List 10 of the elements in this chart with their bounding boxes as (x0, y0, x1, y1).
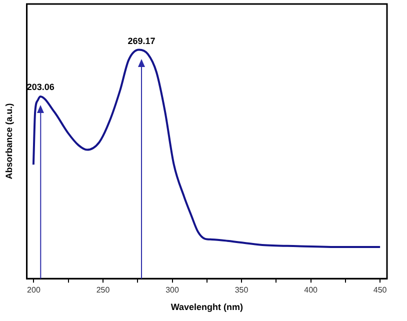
x-axis-title: Wavelenght (nm) (170, 302, 243, 312)
text: 269.17 (128, 36, 156, 46)
x-tick-label: 450 (373, 286, 388, 295)
x-tick-label: 250 (96, 286, 110, 295)
y-axis-title: Absorbance (a.u.) (4, 103, 14, 180)
annotation: 203.06 (26, 82, 54, 92)
x-tick-label: 300 (166, 286, 180, 295)
x-tick-label: 400 (304, 286, 318, 295)
x-tick-label: 350 (234, 286, 249, 295)
x-tick-label: 200 (27, 286, 41, 295)
